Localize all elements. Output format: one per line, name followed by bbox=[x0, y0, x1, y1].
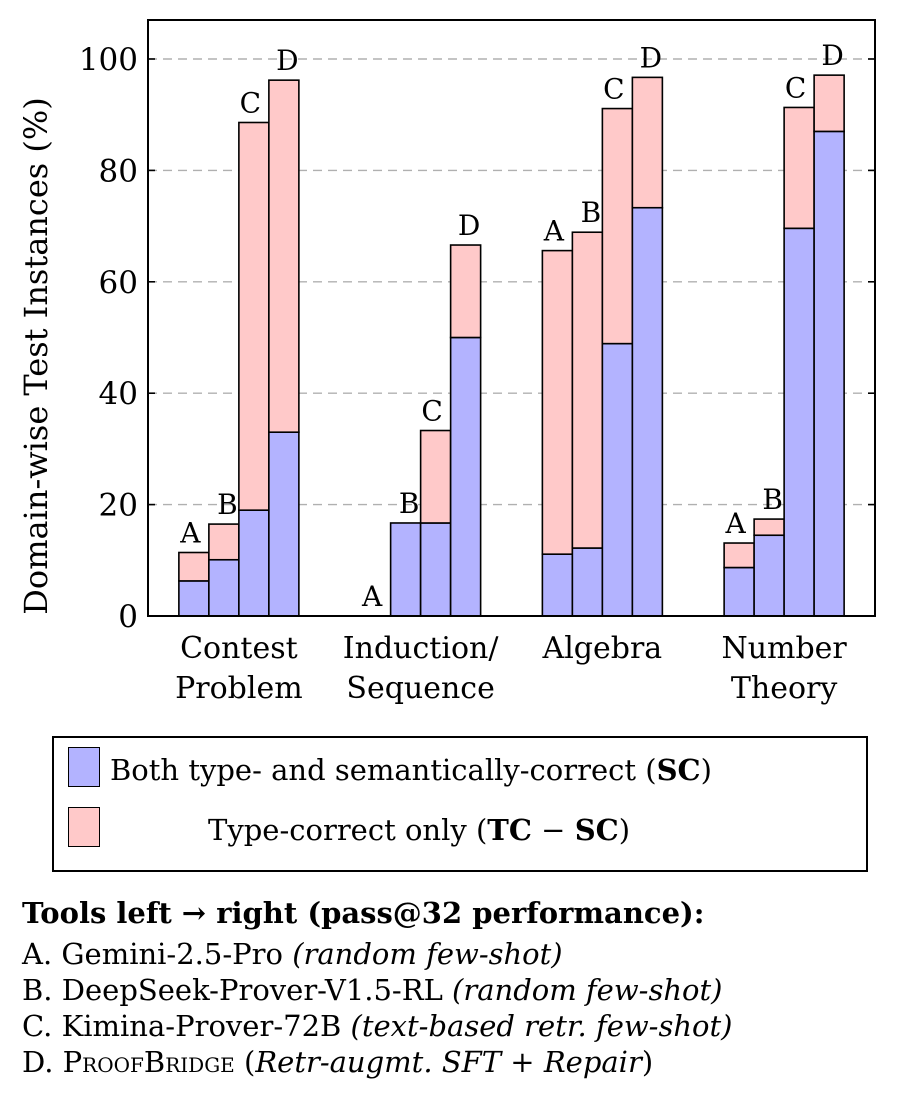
bar-segment-sc bbox=[813, 130, 845, 617]
x-tick-label: Algebra bbox=[542, 631, 663, 666]
bars bbox=[178, 74, 845, 617]
bar-segment-sc bbox=[541, 553, 574, 617]
bar-label: A bbox=[725, 507, 747, 540]
y-tick-label: 80 bbox=[99, 153, 138, 189]
bar-segment-tc bbox=[723, 542, 755, 569]
bar-label: B bbox=[762, 483, 783, 516]
tool-c: C. Kimina-Prover-72B (text-based retr. f… bbox=[22, 1009, 733, 1043]
tool-a: A. Gemini-2.5-Pro (random few-shot) bbox=[22, 937, 563, 971]
y-tick-label: 0 bbox=[118, 599, 138, 635]
bar-segment-tc bbox=[783, 106, 815, 230]
tool-notes: Tools left → right (pass@32 performance)… bbox=[22, 896, 912, 1080]
x-tick-label: Number bbox=[721, 631, 847, 666]
bar-label: C bbox=[785, 71, 806, 104]
bar-segment-tc bbox=[449, 244, 482, 339]
bar-segment-sc bbox=[419, 522, 452, 617]
bar-segment-tc bbox=[541, 249, 574, 555]
bar-label: B bbox=[399, 487, 420, 520]
bar-label: D bbox=[276, 44, 298, 77]
plot-frame bbox=[147, 19, 876, 617]
bar-segment-sc bbox=[208, 558, 240, 617]
bar-segment-sc bbox=[753, 534, 785, 617]
bar-label: C bbox=[421, 395, 442, 428]
y-tick-label: 40 bbox=[99, 376, 138, 412]
legend-item-sc: Both type- and semantically-correct (SC) bbox=[68, 747, 858, 791]
x-tick-label: Sequence bbox=[346, 671, 494, 706]
bar-label: D bbox=[640, 41, 662, 74]
x-tick-label: Induction/ bbox=[343, 631, 500, 666]
y-tick-label: 20 bbox=[99, 488, 138, 524]
x-tick-label: Problem bbox=[175, 671, 303, 706]
tool-d: D. ProofBridge (Retr-augmt. SFT + Repair… bbox=[22, 1045, 654, 1079]
bar-segment-tc bbox=[813, 74, 845, 133]
bar-segment-sc bbox=[238, 509, 270, 617]
bar-segment-tc bbox=[208, 523, 240, 561]
bar-label: D bbox=[821, 39, 843, 72]
bar-label: A bbox=[543, 215, 565, 248]
bar-segment-tc bbox=[631, 76, 664, 209]
y-tick-label: 100 bbox=[79, 42, 138, 78]
bar-segment-sc bbox=[783, 227, 815, 617]
legend-label-sc: Both type- and semantically-correct (SC) bbox=[110, 753, 712, 787]
legend-swatch-tc bbox=[68, 807, 100, 847]
bar-label: D bbox=[458, 209, 480, 242]
bar-segment-sc bbox=[571, 547, 604, 617]
legend: Both type- and semantically-correct (SC)… bbox=[52, 736, 868, 872]
y-axis: 0 20 40 60 80 100 bbox=[79, 42, 875, 635]
bar-label: B bbox=[581, 196, 602, 229]
bar-label: C bbox=[603, 73, 624, 106]
y-axis-title: Domain-wise Test Instances (%) bbox=[17, 97, 55, 614]
bar-label: C bbox=[240, 86, 261, 119]
bar-segment-sc bbox=[178, 580, 210, 617]
bar-segment-tc bbox=[753, 518, 785, 537]
bar-segment-tc bbox=[178, 551, 210, 582]
tool-b: B. DeepSeek-Prover-V1.5-RL (random few-s… bbox=[22, 973, 723, 1007]
bar-segment-sc bbox=[389, 522, 422, 617]
y-tick-label: 60 bbox=[99, 265, 138, 301]
bar-label: A bbox=[179, 517, 201, 550]
bar-segment-sc bbox=[268, 431, 300, 617]
x-tick-label: Theory bbox=[731, 671, 837, 706]
tool-notes-title: Tools left → right (pass@32 performance)… bbox=[22, 896, 705, 930]
bar-segment-sc bbox=[449, 336, 482, 617]
bar-segment-sc bbox=[601, 342, 634, 617]
x-axis: Contest Problem Induction/Sequence Algebra N… bbox=[175, 631, 847, 706]
bar-segment-tc bbox=[238, 121, 270, 511]
legend-swatch-sc bbox=[68, 747, 100, 787]
legend-label-tc: Type-correct only (TC − SC) bbox=[208, 813, 631, 847]
bar-segment-tc bbox=[571, 231, 604, 549]
legend-item-tc: Type-correct only (TC − SC) bbox=[68, 807, 858, 851]
bar-segment-tc bbox=[601, 107, 634, 345]
bar-label: A bbox=[361, 580, 383, 613]
x-tick-label: Contest bbox=[180, 631, 298, 666]
bar-label: B bbox=[217, 488, 238, 521]
bar-segment-sc bbox=[631, 206, 664, 617]
bar-segment-tc bbox=[419, 429, 452, 524]
bar-segment-tc bbox=[268, 79, 300, 433]
bar-segment-sc bbox=[723, 566, 755, 617]
